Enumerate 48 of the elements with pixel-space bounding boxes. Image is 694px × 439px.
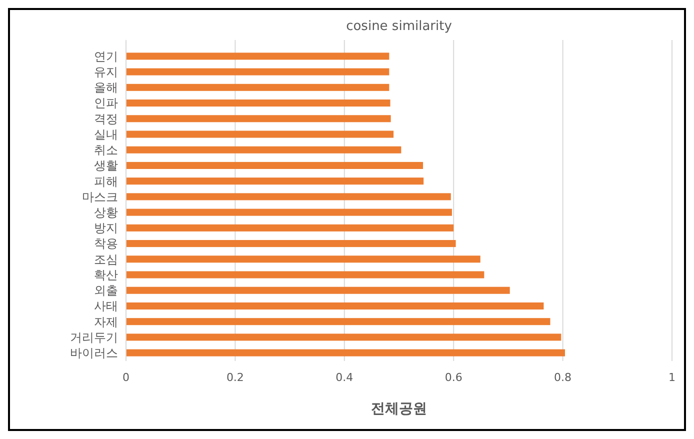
- bar: [126, 84, 390, 91]
- y-tick-label: 인파: [94, 96, 118, 110]
- bar: [126, 52, 390, 60]
- y-tick-label: 실내: [94, 127, 118, 142]
- bar: [126, 334, 562, 341]
- y-tick-label: 연기: [94, 49, 118, 64]
- bar: [126, 240, 456, 248]
- bar: [126, 302, 544, 310]
- y-tick-label: 올해: [94, 80, 118, 95]
- y-tick-label: 착용: [94, 236, 118, 251]
- y-tick-label: 격정: [94, 112, 118, 126]
- y-tick-label: 유지: [94, 65, 118, 80]
- x-tick-label: 0.6: [444, 371, 462, 384]
- y-tick-label: 조심: [94, 252, 118, 266]
- x-tick-label: 0.2: [226, 371, 244, 384]
- y-tick-label: 피해: [94, 174, 118, 188]
- bar: [126, 318, 550, 326]
- y-tick-label: 확산: [94, 268, 118, 282]
- x-tick-label: 0: [122, 371, 130, 384]
- bar: [126, 208, 452, 216]
- y-tick-label: 취소: [94, 143, 118, 158]
- bar: [126, 115, 391, 122]
- bar: [126, 68, 390, 76]
- bar: [126, 193, 451, 200]
- bar: [126, 349, 565, 356]
- y-tick-label: 거리두기: [70, 330, 118, 344]
- x-tick-label: 0.8: [554, 371, 572, 384]
- chart-title: cosine similarity: [346, 19, 452, 34]
- y-tick-label: 마스크: [82, 190, 118, 204]
- bar: [126, 130, 394, 138]
- y-tick-label: 방지: [94, 221, 118, 236]
- bar: [126, 146, 402, 154]
- bar: [126, 256, 480, 263]
- x-tick-label: 0.4: [336, 371, 354, 384]
- y-tick-label: 상황: [94, 206, 118, 220]
- bar: [126, 271, 484, 278]
- bar: [126, 100, 390, 107]
- bar: [126, 178, 424, 185]
- y-tick-label: 사태: [94, 299, 118, 314]
- x-axis-title: 전체공원: [371, 401, 427, 417]
- y-tick-label: 생활: [94, 158, 118, 173]
- bar: [126, 162, 424, 169]
- y-tick-label: 바이러스: [70, 346, 118, 360]
- bar: [126, 286, 510, 294]
- y-tick-label: 자제: [94, 314, 118, 329]
- x-tick-label: 1: [668, 371, 676, 384]
- y-tick-label: 외출: [94, 284, 118, 298]
- bar: [126, 224, 454, 232]
